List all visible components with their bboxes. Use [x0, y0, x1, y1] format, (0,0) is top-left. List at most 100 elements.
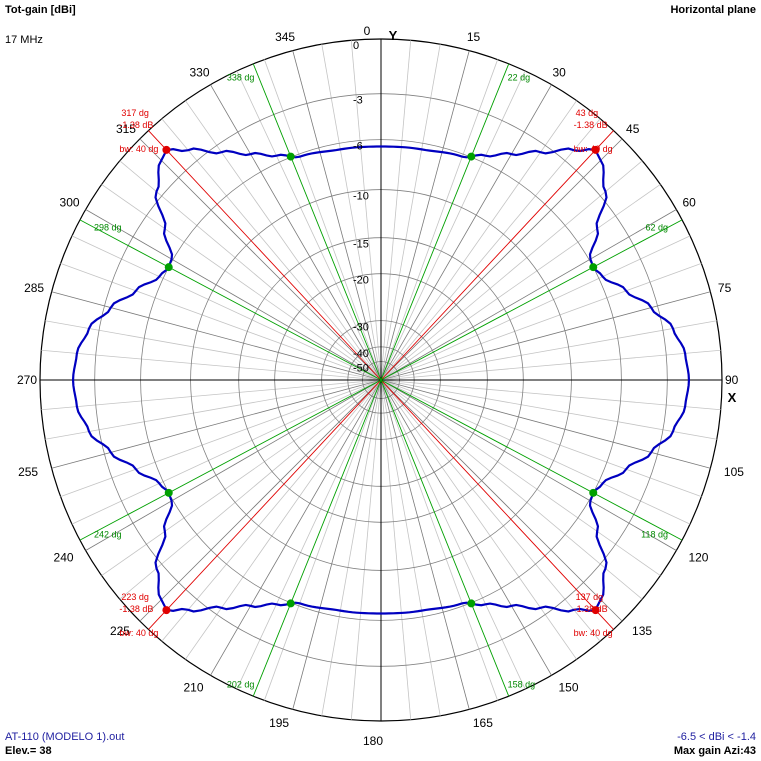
azimuth-tick-label: 15: [467, 30, 481, 44]
max-gain-azimuth-label: 223 dg: [121, 592, 149, 602]
azimuth-tick-label: 90: [725, 373, 739, 387]
frequency-label: 17 MHz: [5, 34, 43, 46]
grid-spoke: [380, 379, 526, 690]
grid-spoke: [85, 379, 382, 551]
grid-spoke: [380, 291, 711, 381]
grid-spoke: [380, 160, 643, 381]
max-gain-line: [380, 130, 614, 381]
grid-spoke: [119, 160, 382, 381]
grid-spoke: [210, 379, 382, 676]
grid-spoke: [161, 379, 382, 642]
grid-spoke: [380, 379, 677, 551]
radial-tick-label: -50: [353, 362, 369, 374]
grid-spoke: [71, 235, 382, 381]
grid-spoke: [380, 100, 577, 381]
grid-spoke: [41, 349, 382, 381]
marker-lines-layer: [79, 63, 683, 697]
beamwidth-label: bw: 40 dg: [119, 628, 158, 638]
azimuth-tick-label: 135: [632, 624, 652, 638]
half-power-line: [79, 219, 382, 381]
max-gain-azimuth-label: 137 dg: [576, 592, 604, 602]
grid-spoke: [380, 209, 677, 381]
max-gain-value-label: -1.38 dB: [119, 604, 153, 614]
grid-spoke: [51, 379, 382, 469]
grid-spoke: [380, 379, 661, 576]
grid-spoke: [236, 70, 382, 381]
half-power-marker: [467, 152, 476, 161]
grid-spoke: [321, 44, 382, 381]
grid-spoke: [263, 379, 382, 701]
labels-layer: 0 -3 -6 -10 -15 -20 -30 -40 -50 0 15 30 45 60 75 90 105 1…: [17, 24, 744, 748]
grid-spoke: [380, 379, 711, 469]
grid-spoke: [210, 84, 382, 381]
grid-spoke: [161, 118, 382, 381]
grid-spoke: [380, 379, 721, 411]
azimuth-tick-label: 165: [473, 716, 493, 730]
radial-tick-label: 0: [353, 40, 359, 52]
azimuth-tick-label: 210: [183, 680, 203, 694]
azimuth-tick-label: 45: [626, 122, 640, 136]
grid-spoke: [380, 118, 601, 381]
radial-tick-label: -10: [353, 191, 369, 203]
gain-range-label: -6.5 < dBi < -1.4: [677, 731, 756, 743]
grid-spoke: [139, 379, 382, 622]
half-power-azimuth-label: 118 dg: [641, 530, 668, 540]
grid-spoke: [85, 209, 382, 381]
plane-label: Horizontal plane: [670, 4, 756, 16]
max-gain-line: [148, 130, 382, 381]
radial-tick-label: -15: [353, 239, 369, 251]
grid-spoke: [380, 379, 412, 720]
max-gain-line: [148, 379, 382, 630]
azimuth-tick-label: 300: [60, 196, 80, 210]
half-power-azimuth-label: 62 dg: [646, 222, 669, 232]
max-gain-line: [380, 379, 614, 630]
half-power-line: [79, 379, 382, 541]
grid-layer: [39, 38, 723, 722]
max-gain-azimuth-label: 43 dg: [576, 108, 599, 118]
grid-spoke: [45, 379, 382, 440]
grid-spoke: [350, 40, 382, 381]
grid-spoke: [380, 379, 691, 525]
grid-spoke: [380, 379, 601, 642]
half-power-line: [380, 219, 683, 381]
azimuth-tick-label: 105: [724, 465, 744, 479]
chart-title: Tot-gain [dBi]: [5, 4, 76, 16]
grid-spoke: [60, 379, 382, 498]
azimuth-tick-label: 60: [682, 196, 696, 210]
half-power-marker: [589, 488, 598, 497]
max-gain-value-label: -1.38 dB: [119, 120, 153, 130]
azimuth-tick-label: 225: [110, 624, 130, 638]
radial-tick-label: -20: [353, 275, 369, 287]
grid-spoke: [60, 262, 382, 381]
max-gain-marker: [162, 145, 171, 154]
y-axis-letter: Y: [389, 28, 398, 43]
radiation-pattern-line: [71, 145, 691, 615]
pattern-layer: [71, 145, 691, 615]
half-power-azimuth-label: 202 dg: [227, 680, 255, 690]
azimuth-tick-label: 195: [269, 716, 289, 730]
half-power-marker: [164, 488, 173, 497]
half-power-line: [252, 379, 382, 697]
max-gain-value-label: -1.38 dB: [574, 604, 608, 614]
grid-spoke: [350, 379, 382, 720]
grid-spoke: [380, 70, 526, 381]
grid-spoke: [51, 291, 382, 381]
max-gain-value-label: -1.38 dB: [574, 120, 608, 130]
half-power-marker: [164, 263, 173, 272]
beamwidth-label: bw: 40 dg: [574, 628, 613, 638]
grid-spoke: [292, 50, 382, 381]
grid-spoke: [185, 379, 382, 660]
half-power-azimuth-label: 338 dg: [227, 72, 255, 82]
half-power-line: [380, 63, 510, 381]
azimuth-tick-label: 75: [718, 281, 732, 295]
grid-spoke: [380, 44, 441, 381]
grid-spoke: [380, 235, 691, 381]
grid-spoke: [236, 379, 382, 690]
grid-spoke: [321, 379, 382, 716]
grid-spoke: [380, 84, 552, 381]
grid-spoke: [139, 138, 382, 381]
max-gain-marker: [162, 606, 171, 615]
grid-spoke: [380, 379, 470, 710]
